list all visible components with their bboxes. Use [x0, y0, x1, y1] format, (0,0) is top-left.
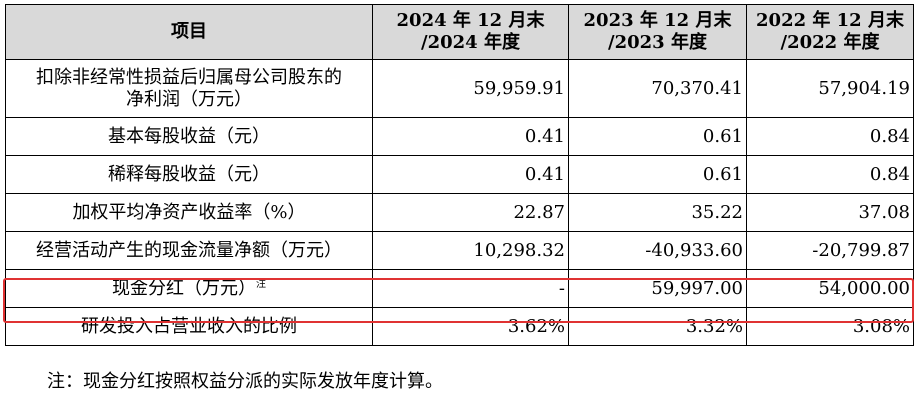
table-row: 研发投入占营业收入的比例 3.62% 3.32% 3.08%: [5, 307, 914, 346]
table-row-highlighted: 现金分红（万元）注 - 59,997.00 54,000.00: [5, 269, 914, 308]
header-2024: 2024 年 12 月末/2024 年度: [372, 4, 569, 60]
table-row: 扣除非经常性损益后归属母公司股东的 净利润（万元） 59,959.91 70,37…: [5, 59, 914, 118]
cell-2024: 0.41: [372, 155, 569, 194]
footnote: 注：现金分红按照权益分派的实际发放年度计算。: [47, 371, 443, 392]
cell-2024: 22.87: [372, 193, 569, 232]
cell-2022: 0.84: [746, 155, 914, 194]
table-row: 基本每股收益（元） 0.41 0.61 0.84: [5, 117, 914, 156]
cell-2022: 54,000.00: [746, 269, 914, 308]
table-header-row: 项目 2024 年 12 月末/2024 年度 2023 年 12 月末/202…: [5, 4, 914, 60]
row-label: 稀释每股收益（元）: [5, 155, 373, 194]
row-label: 加权平均净资产收益率（%）: [5, 193, 373, 232]
cell-2022: -20,799.87: [746, 231, 914, 270]
table-row: 加权平均净资产收益率（%） 22.87 35.22 37.08: [5, 193, 914, 232]
header-item: 项目: [5, 4, 373, 60]
row-label: 现金分红（万元）注: [5, 269, 373, 308]
footnote-marker: 注: [256, 278, 266, 290]
cell-2023: 0.61: [568, 155, 747, 194]
row-label: 基本每股收益（元）: [5, 117, 373, 156]
cell-2024: 10,298.32: [372, 231, 569, 270]
cell-2022: 0.84: [746, 117, 914, 156]
cell-2023: 70,370.41: [568, 59, 747, 118]
financial-table-container: 项目 2024 年 12 月末/2024 年度 2023 年 12 月末/202…: [5, 4, 914, 346]
cell-2023: -40,933.60: [568, 231, 747, 270]
row-label: 经营活动产生的现金流量净额（万元）: [5, 231, 373, 270]
cell-2023: 0.61: [568, 117, 747, 156]
cell-2023: 3.32%: [568, 307, 747, 346]
cell-2022: 57,904.19: [746, 59, 914, 118]
cell-2024: 59,959.91: [372, 59, 569, 118]
row-label: 研发投入占营业收入的比例: [5, 307, 373, 346]
cell-2024: 3.62%: [372, 307, 569, 346]
cell-2024: -: [372, 269, 569, 308]
cell-2023: 35.22: [568, 193, 747, 232]
row-label: 扣除非经常性损益后归属母公司股东的 净利润（万元）: [5, 59, 373, 118]
cell-2024: 0.41: [372, 117, 569, 156]
cell-2022: 37.08: [746, 193, 914, 232]
financial-indicators-table: 项目 2024 年 12 月末/2024 年度 2023 年 12 月末/202…: [5, 4, 914, 346]
table-row: 稀释每股收益（元） 0.41 0.61 0.84: [5, 155, 914, 194]
cell-2023: 59,997.00: [568, 269, 747, 308]
table-row: 经营活动产生的现金流量净额（万元） 10,298.32 -40,933.60 -…: [5, 231, 914, 270]
cell-2022: 3.08%: [746, 307, 914, 346]
header-2022: 2022 年 12 月末/2022 年度: [746, 4, 914, 60]
header-2023: 2023 年 12 月末/2023 年度: [568, 4, 747, 60]
